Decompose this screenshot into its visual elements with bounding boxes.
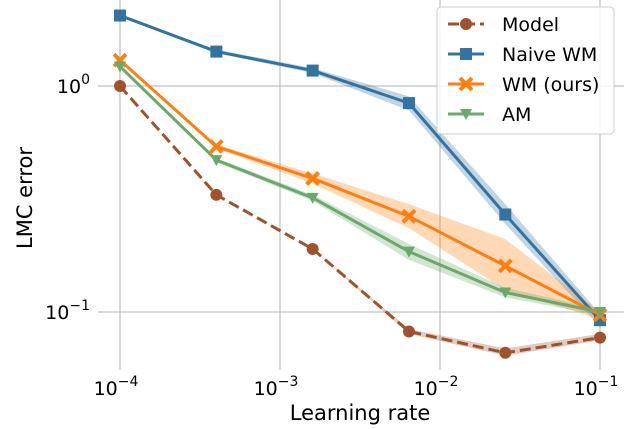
legend-marker-2 — [458, 76, 474, 92]
y-tick-label: 100 — [57, 72, 90, 98]
data-point — [305, 171, 321, 186]
data-point — [306, 192, 319, 204]
series-line-3 — [118, 65, 601, 314]
data-point — [306, 243, 319, 256]
data-point — [402, 325, 415, 338]
legend-label-0: Model — [502, 14, 559, 36]
data-point — [208, 139, 224, 154]
x-tick-label: 10−1 — [574, 374, 619, 400]
series-line-0 — [118, 85, 601, 355]
series-line-2 — [118, 59, 601, 317]
x-axis-label: Learning rate — [290, 401, 431, 425]
data-point — [114, 80, 126, 92]
legend-label-3: AM — [502, 104, 531, 126]
data-point — [402, 97, 415, 110]
x-tick-label: 10−4 — [94, 374, 139, 400]
data-point — [499, 208, 512, 221]
data-point — [210, 188, 223, 201]
data-point — [210, 155, 223, 167]
series-lines — [118, 14, 602, 355]
y-tick-label: 10−1 — [45, 298, 90, 324]
legend-marker-0 — [460, 18, 472, 30]
x-tick-label: 10−3 — [254, 374, 299, 400]
data-point — [401, 208, 417, 224]
data-point — [499, 287, 512, 299]
data-point — [402, 246, 415, 258]
data-point — [114, 9, 126, 22]
legend: Model Naive WM WM (ours) AM — [436, 6, 615, 135]
data-point — [114, 61, 126, 73]
data-point — [210, 45, 223, 58]
series-markers — [112, 9, 608, 359]
data-point — [594, 331, 606, 344]
data-point — [497, 258, 513, 274]
data-point — [306, 64, 319, 77]
x-tick-label: 10−2 — [414, 374, 459, 400]
data-point — [499, 346, 512, 359]
legend-label-1: Naive WM — [502, 44, 597, 66]
legend-label-2: WM (ours) — [502, 74, 599, 96]
y-axis-label: LMC error — [13, 147, 37, 249]
tick-labels: 10−4 10−3 10−2 10−1 100 10−1 — [45, 72, 618, 400]
legend-box — [436, 6, 615, 135]
series-line-1 — [119, 14, 602, 322]
data-point — [594, 307, 606, 318]
legend-marker-1 — [460, 48, 472, 60]
legend-marker-3 — [460, 109, 472, 120]
